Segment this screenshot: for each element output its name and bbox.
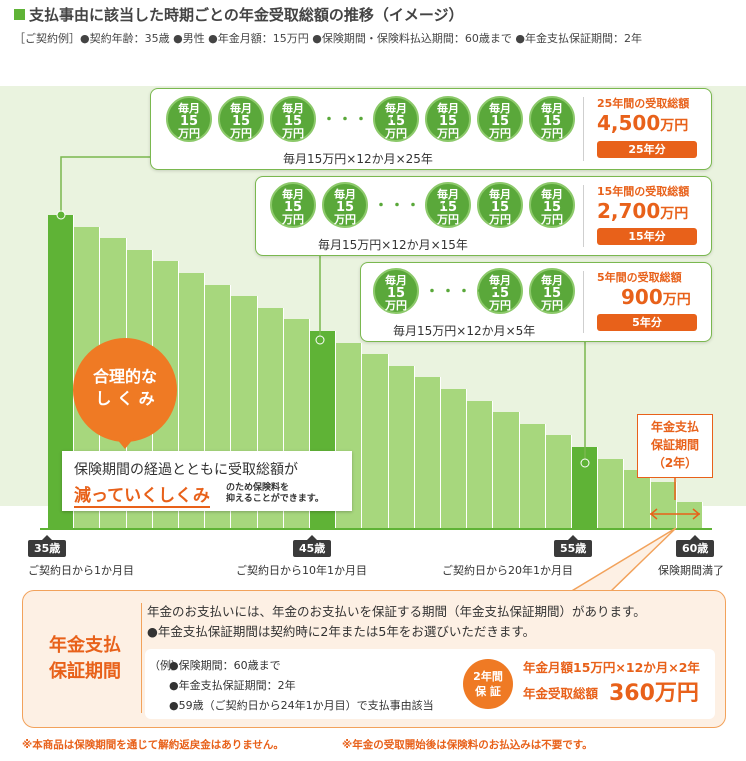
marker-45 (315, 335, 325, 345)
monthly-coin-icon: 毎月 15 万円 (529, 268, 575, 314)
monthly-coin-icon: 毎月 15 万円 (270, 96, 316, 142)
connector-25y (60, 156, 152, 215)
title-text: 支払事由に該当した時期ごとの年金受取総額の推移（イメージ） (29, 6, 464, 24)
year-bar (493, 412, 520, 528)
formula-15y: 毎月15万円×12か月×15年 (318, 238, 468, 252)
footnote-2: ※年金の受取開始後は保険料のお払込みは不要です。 (342, 739, 593, 751)
total-value-5y: 900万円 (621, 285, 691, 309)
age-sub-35: ご契約日から1か月目 (28, 564, 134, 577)
age-sub-45: ご契約日から10年1か月目 (236, 564, 367, 577)
example-line-3: ●59歳（ご契約日から24年1か月目）で支払事由該当 (169, 699, 434, 712)
guarantee-period-tag: 年金支払 保証期間 （2年） (637, 414, 713, 478)
year-bar (650, 481, 677, 528)
monthly-coin-icon: 毎月 15 万円 (373, 268, 419, 314)
badge-5y: 5年分 (597, 314, 697, 331)
monthly-coin-icon: 毎月 15 万円 (477, 96, 523, 142)
circle-line-1: 2年間 (473, 670, 503, 683)
page-title: 支払事由に該当した時期ごとの年金受取総額の推移（イメージ） (14, 4, 464, 25)
monthly-coin-icon: 毎月 15 万円 (529, 96, 575, 142)
guarantee-circle: 2年間 保 証 (463, 659, 513, 709)
year-bar (545, 435, 572, 528)
info-pointer (567, 527, 677, 593)
panel-divider (583, 271, 584, 333)
year-bar (598, 458, 625, 528)
ellipsis-dots: ・・・・・ (322, 112, 402, 128)
arrow-left-icon (649, 508, 658, 520)
year-bar (441, 388, 468, 528)
info-line-1: 年金のお支払いには、年金のお支払いを保証する期間（年金支払保証期間）があります。 (147, 604, 646, 619)
explanation-box: 保険期間の経過とともに受取総額が 減っていくしくみ のため保険料を 抑えることが… (62, 451, 352, 511)
year-bar (467, 400, 494, 528)
example-panel: （例） ●保険期間：60歳まで ●年金支払保証期間：2年 ●59歳（ご契約日から… (145, 649, 715, 719)
explain-small: のため保険料を 抑えることができます。 (226, 483, 324, 505)
formula-5y: 毎月15万円×12か月×5年 (393, 324, 536, 338)
explain-line-1: 保険期間の経過とともに受取総額が (74, 462, 298, 478)
info-heading: 年金支払 保証期間 (37, 633, 133, 685)
explain-small-1: のため保険料を (226, 483, 290, 493)
bullet-square-icon (14, 9, 25, 20)
formula-25y: 毎月15万円×12か月×25年 (283, 152, 433, 166)
circle-line-2: 保 証 (475, 685, 501, 698)
calc-formula: 年金月額15万円×12か月×2年 (523, 660, 700, 675)
callout-line-1: 合理的な (92, 367, 157, 386)
year-bar (519, 423, 546, 528)
age-label-35: 35歳 (28, 535, 67, 557)
calc-total-label: 年金受取総額 (523, 686, 599, 701)
monthly-coin-icon: 毎月 15 万円 (425, 96, 471, 142)
monthly-coin-icon: 毎月 15 万円 (477, 182, 523, 228)
info-heading-2: 保証期間 (49, 661, 121, 682)
tag-line-1: 年金支払 (650, 420, 699, 434)
total-value-25y: 4,500万円 (597, 111, 689, 135)
panel-divider (583, 97, 584, 161)
example-label: （例） (149, 659, 182, 672)
tag-line-2: 保証期間 (650, 438, 699, 452)
year-bar (388, 365, 415, 528)
info-line-2: ●年金支払保証期間は契約時に2年または5年をお選びいただきます。 (147, 624, 536, 639)
age-label-55: 55歳 (554, 535, 593, 557)
badge-15y: 15年分 (597, 228, 697, 245)
ellipsis-dots: ・・・・・ (374, 198, 454, 214)
example-line-2: ●年金支払保証期間：2年 (169, 679, 296, 692)
year-bar (624, 470, 651, 528)
age-label-60: 60歳 (676, 535, 715, 557)
year-bar (362, 354, 389, 528)
info-divider (141, 603, 142, 713)
marker-35 (56, 210, 66, 220)
monthly-coin-icon: 毎月 15 万円 (425, 182, 471, 228)
callout-circle: 合理的な し く み (73, 338, 177, 442)
badge-25y: 25年分 (597, 141, 697, 158)
calc-total-value: 360万円 (609, 681, 699, 706)
guarantee-info-box: 年金支払 保証期間 年金のお支払いには、年金のお支払いを保証する期間（年金支払保… (22, 590, 726, 728)
monthly-coin-icon: 毎月 15 万円 (166, 96, 212, 142)
monthly-coin-icon: 毎月 15 万円 (270, 182, 316, 228)
monthly-coin-icon: 毎月 15 万円 (322, 182, 368, 228)
explain-small-2: 抑えることができます。 (226, 494, 324, 504)
total-label-25y: 25年間の受取総額 (597, 97, 690, 110)
footnote-1: ※本商品は保険期間を通じて解約返戻金はありません。 (22, 739, 284, 751)
monthly-coin-icon: 毎月 15 万円 (477, 268, 523, 314)
total-label-5y: 5年間の受取総額 (597, 271, 682, 284)
total-value-15y: 2,700万円 (597, 199, 689, 223)
age-sub-55: ご契約日から20年1か月目 (442, 564, 573, 577)
year-bar (414, 377, 441, 528)
baseline (40, 528, 712, 530)
contract-conditions: ［ご契約例］●契約年齢：35歳 ●男性 ●年金月額：15万円 ●保険期間・保険料… (14, 32, 642, 45)
callout-tail (116, 438, 134, 449)
monthly-coin-icon: 毎月 15 万円 (373, 96, 419, 142)
age-sub-60: 保険期間満了 (658, 564, 724, 577)
age-label-45: 45歳 (293, 535, 332, 557)
monthly-coin-icon: 毎月 15 万円 (218, 96, 264, 142)
info-heading-1: 年金支払 (49, 635, 121, 656)
panel-divider (583, 185, 584, 247)
total-label-15y: 15年間の受取総額 (597, 185, 690, 198)
monthly-coin-icon: 毎月 15 万円 (529, 182, 575, 228)
tag-line-3: （2年） (652, 456, 698, 470)
callout-line-2: し く み (95, 389, 155, 408)
arrow-right-icon (692, 508, 701, 520)
explain-emphasis: 減っていくしくみ (74, 481, 210, 508)
marker-55 (580, 458, 590, 468)
example-line-1: ●保険期間：60歳まで (169, 659, 281, 672)
ellipsis-dots: ・・・・・ (425, 284, 505, 300)
